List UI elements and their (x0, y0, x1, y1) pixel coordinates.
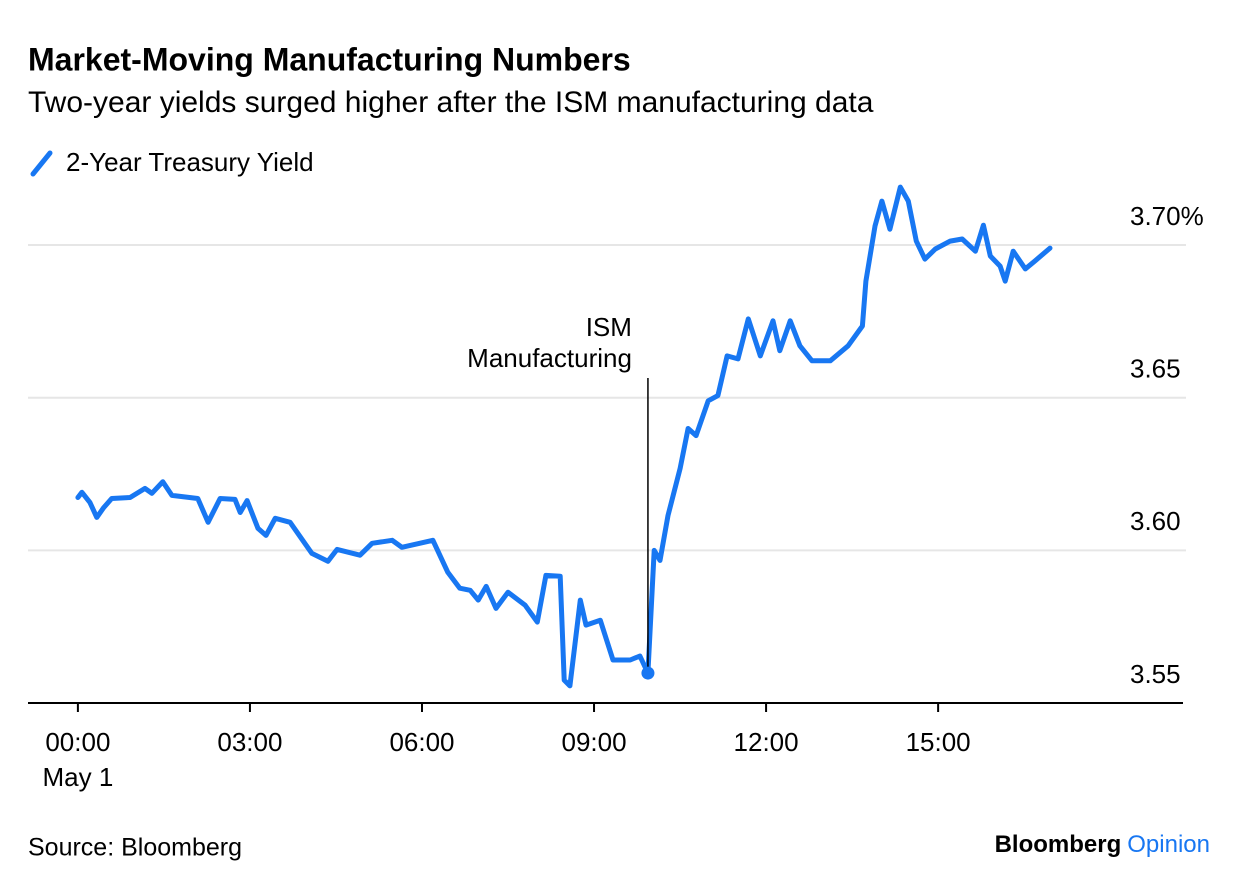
x-tick-label: 15:00 (906, 727, 971, 757)
brand-section: Opinion (1127, 831, 1210, 858)
annotation-text: Manufacturing (467, 343, 632, 373)
x-date-label: May 1 (42, 762, 113, 792)
x-tick-label: 09:00 (561, 727, 626, 757)
annotation-text: ISM (586, 312, 632, 342)
y-tick-label: 3.60 (1130, 506, 1181, 536)
legend-swatch (30, 150, 53, 177)
legend-label: 2-Year Treasury Yield (66, 147, 314, 177)
y-tick-label: 3.70% (1130, 201, 1204, 231)
y-tick-label: 3.55 (1130, 659, 1181, 689)
source: Source: Bloomberg (28, 834, 242, 862)
x-tick-label: 06:00 (389, 727, 454, 757)
brand-name: Bloomberg (995, 831, 1122, 858)
x-tick-label: 03:00 (217, 727, 282, 757)
chart-title: Market-Moving Manufacturing Numbers (28, 41, 631, 77)
annotation-dot (641, 666, 655, 680)
y-tick-label: 3.65 (1130, 354, 1181, 384)
x-tick-label: 12:00 (734, 727, 799, 757)
x-tick-label: 00:00 (45, 727, 110, 757)
chart-subtitle: Two-year yields surged higher after the … (28, 86, 874, 119)
line (75, 184, 1053, 689)
brand: Bloomberg Opinion (995, 831, 1210, 858)
